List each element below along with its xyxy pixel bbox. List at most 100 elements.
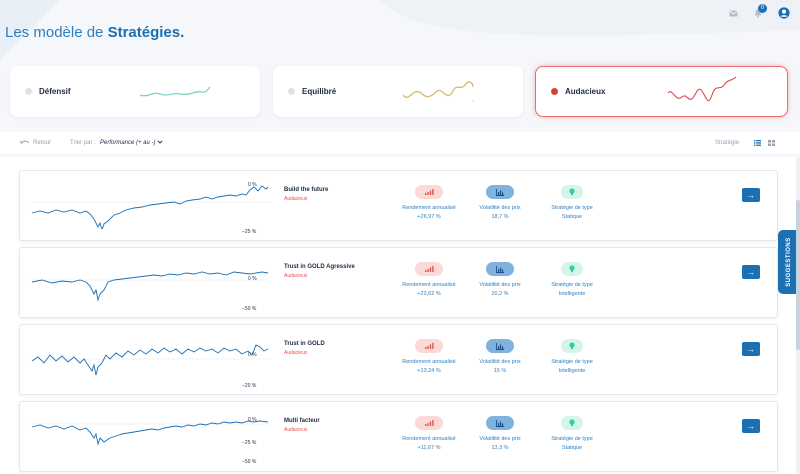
category-card-audacieux[interactable]: Audacieux	[535, 66, 788, 117]
metric-type: Stratégie de type Intelligente	[532, 339, 612, 374]
strategy-row[interactable]: 0 % −20 % Trust in GOLD Audacieux Rendem…	[19, 324, 778, 395]
strategy-category: Audacieux	[284, 273, 308, 279]
strategy-name: Trust in GOLD Agressive	[284, 264, 355, 270]
strategy-category: Audacieux	[284, 427, 308, 433]
bell-icon[interactable]: 0	[754, 3, 767, 18]
scrollbar-thumb[interactable]	[796, 200, 800, 350]
type-value: Intelligente	[558, 368, 586, 374]
signal-bars-icon	[415, 185, 443, 199]
lightbulb-icon	[561, 185, 583, 199]
toolbar: Retour Trier par : Performance (+ au -) …	[0, 132, 800, 154]
rendement-value: +26,97 %	[417, 214, 441, 220]
metric-volatilite: Volatilité des prix 18,7 %	[460, 185, 540, 220]
signal-bars-icon	[415, 416, 443, 430]
arrow-right-icon: →	[747, 344, 755, 354]
strategy-category: Audacieux	[284, 350, 308, 356]
volatilite-value: 18,7 %	[491, 214, 509, 220]
metric-rendement: Rendement annualisé +11,67 %	[389, 416, 469, 451]
axis-label-mid: −25 %	[242, 440, 257, 446]
user-avatar-icon[interactable]	[778, 7, 790, 19]
rendement-value: +13,24 %	[417, 368, 441, 374]
back-label: Retour	[33, 140, 52, 146]
notification-badge: 0	[758, 3, 767, 13]
lightbulb-icon	[561, 416, 583, 430]
category-sparkline	[139, 86, 211, 97]
category-sparkline	[402, 81, 474, 102]
list-view-icon[interactable]	[754, 140, 761, 146]
back-link[interactable]: Retour	[20, 140, 51, 146]
strategy-row[interactable]: 0 % −25 % Build the future Audacieux Ren…	[19, 170, 778, 241]
volatilite-value: 13,3 %	[491, 445, 509, 451]
type-value: Statique	[561, 214, 583, 220]
strategy-name: Build the future	[284, 187, 329, 193]
page-title: Les modèle de Stratégies.	[5, 24, 185, 41]
metric-rendement: Rendement annualisé +26,97 %	[389, 185, 469, 220]
category-dot	[288, 88, 295, 95]
axis-label-top: 0 %	[248, 276, 257, 282]
axis-label-top: 0 %	[248, 352, 257, 358]
bar-chart-icon	[486, 185, 514, 199]
sort-label: Trier par :	[70, 140, 96, 146]
sort-dropdown[interactable]: Performance (+ au -)	[100, 140, 163, 146]
metric-type: Stratégie de type Statique	[532, 416, 612, 451]
strategy-name: Trust in GOLD	[284, 341, 325, 347]
category-label: Défensif	[39, 87, 71, 96]
category-card-equilibre[interactable]: Equilibré	[273, 66, 523, 117]
strategy-category: Audacieux	[284, 196, 308, 202]
strategy-sparkline	[30, 271, 270, 302]
type-value: Statique	[561, 445, 583, 451]
open-strategy-button[interactable]: →	[742, 188, 760, 202]
category-label: Audacieux	[565, 87, 606, 96]
strategy-row[interactable]: 0 % −25 % −50 % Multi facteur Audacieux …	[19, 401, 778, 472]
strategy-sparkline	[30, 420, 270, 446]
metric-type: Stratégie de type Statique	[532, 185, 612, 220]
arrow-right-icon: →	[747, 267, 755, 277]
grid-view-icon[interactable]	[768, 140, 775, 146]
category-dot	[551, 88, 558, 95]
strategy-row[interactable]: 0 % −50 % Trust in GOLD Agressive Audaci…	[19, 247, 778, 318]
axis-label-bottom: −50 %	[242, 306, 257, 312]
top-bar: 0	[690, 0, 800, 26]
view-label: Stratégie	[715, 140, 740, 146]
rendement-value: +11,67 %	[417, 445, 441, 451]
mail-icon[interactable]	[729, 9, 738, 17]
volatilite-value: 20,2 %	[491, 291, 509, 297]
lightbulb-icon	[561, 262, 583, 276]
chevron-down-icon	[157, 140, 163, 144]
metric-rendement: Rendement annualisé +13,24 %	[389, 339, 469, 374]
arrow-right-icon: →	[747, 421, 755, 431]
metric-volatilite: Volatilité des prix 15 %	[460, 339, 540, 374]
suggestions-tab[interactable]: SUGGESTIONS	[778, 230, 800, 294]
metric-rendement: Rendement annualisé +22,62 %	[389, 262, 469, 297]
axis-label-top: 0 %	[248, 417, 257, 423]
open-strategy-button[interactable]: →	[742, 419, 760, 433]
category-card-defensif[interactable]: Défensif	[10, 66, 260, 117]
volatilite-value: 15 %	[493, 368, 507, 374]
category-label: Equilibré	[302, 87, 337, 96]
axis-label-bottom: −20 %	[242, 383, 257, 389]
axis-label-bottom: −50 %	[242, 459, 257, 465]
strategy-sparkline	[30, 344, 270, 376]
category-dot	[25, 88, 32, 95]
bar-chart-icon	[486, 339, 514, 353]
strategy-sparkline	[30, 185, 270, 229]
rendement-value: +22,62 %	[417, 291, 441, 297]
bar-chart-icon	[486, 262, 514, 276]
axis-label-top: 0 %	[248, 182, 257, 188]
signal-bars-icon	[415, 262, 443, 276]
back-arrow-icon	[20, 140, 30, 144]
metric-volatilite: Volatilité des prix 20,2 %	[460, 262, 540, 297]
axis-label-bottom: −25 %	[242, 229, 257, 235]
signal-bars-icon	[415, 339, 443, 353]
strategy-name: Multi facteur	[284, 418, 320, 424]
lightbulb-icon	[561, 339, 583, 353]
metric-type: Stratégie de type Intelligente	[532, 262, 612, 297]
metric-volatilite: Volatilité des prix 13,3 %	[460, 416, 540, 451]
type-value: Intelligente	[558, 291, 586, 297]
category-sparkline	[667, 76, 737, 102]
open-strategy-button[interactable]: →	[742, 265, 760, 279]
bar-chart-icon	[486, 416, 514, 430]
arrow-right-icon: →	[747, 190, 755, 200]
open-strategy-button[interactable]: →	[742, 342, 760, 356]
sort-value: Performance (+ au -)	[100, 140, 156, 146]
